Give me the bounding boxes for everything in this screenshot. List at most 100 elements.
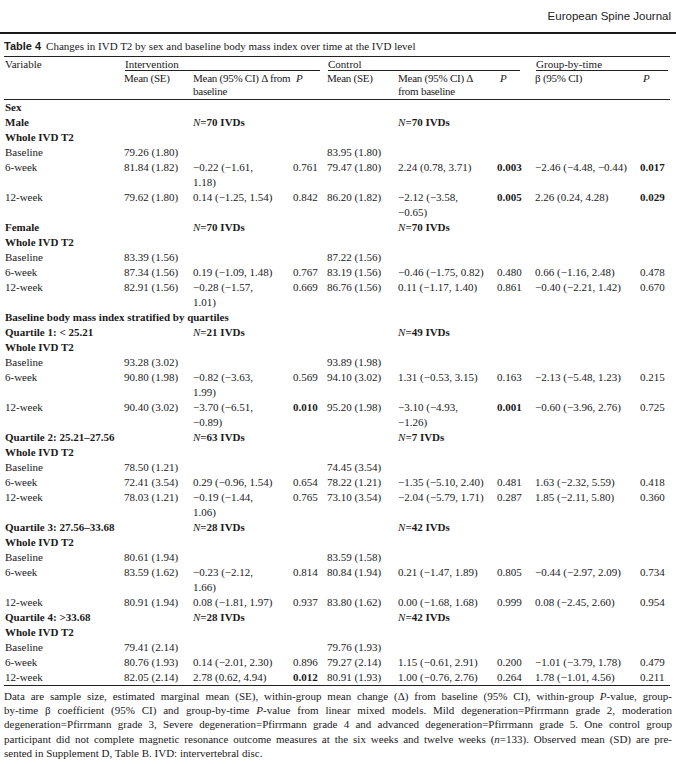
table-cell: 78.50 (1.21) <box>123 460 192 475</box>
journal-header: European Spine Journal <box>0 0 676 34</box>
table-cell: 0.001 <box>496 400 534 430</box>
table-cell <box>639 325 670 340</box>
data-row: 6-week83.59 (1.62)−0.23 (−2.12, 1.66)0.8… <box>4 565 670 595</box>
data-row: 6-week87.34 (1.56)0.19 (−1.09, 1.48)0.76… <box>4 265 670 280</box>
table-cell: −0.82 (−3.63, 1.99) <box>192 370 292 400</box>
table-cell <box>496 610 534 625</box>
table-cell: 0.14 (−2.01, 2.30) <box>192 655 292 670</box>
table-cell: 6-week <box>4 565 123 595</box>
table-cell: 0.11 (−1.17, 1.40) <box>397 280 496 310</box>
table-cell <box>534 640 639 655</box>
col-header-mean-se-ctrl: Mean (SE) <box>326 71 397 100</box>
table-cell <box>496 550 534 565</box>
table-cell: Whole IVD T2 <box>4 340 123 355</box>
table-cell: N=49 IVDs <box>397 325 496 340</box>
table-cell <box>639 550 670 565</box>
table-cell: 93.89 (1.98) <box>326 355 397 370</box>
table-cell: 0.725 <box>639 400 670 430</box>
table-cell: 0.029 <box>639 190 670 220</box>
table-cell <box>496 145 534 160</box>
table-cell: 0.954 <box>639 595 670 610</box>
table-cell: 0.734 <box>639 565 670 595</box>
footnote-line: participant did not complete magnetic re… <box>4 732 672 746</box>
table-cell: 0.670 <box>639 280 670 310</box>
table-cell <box>496 115 534 130</box>
col-header-delta-ctrl: Mean (95% CI) Δ from baseline <box>397 71 496 100</box>
table-cell: Whole IVD T2 <box>4 535 123 550</box>
table-cell <box>123 610 192 625</box>
table-cell: 1.31 (−0.53, 3.15) <box>397 370 496 400</box>
table-cell <box>534 325 639 340</box>
table-cell: 6-week <box>4 370 123 400</box>
table-cell: 0.00 (−1.68, 1.68) <box>397 595 496 610</box>
data-row: 12-week78.03 (1.21)−0.19 (−1.44, 1.06)0.… <box>4 490 670 520</box>
table-cell: 12-week <box>4 490 123 520</box>
data-row: 12-week79.62 (1.80)0.14 (−1.25, 1.54)0.8… <box>4 190 670 220</box>
table-cell <box>496 520 534 535</box>
results-table: Variable Intervention Control Group-by-t… <box>4 56 670 686</box>
table-cell <box>639 145 670 160</box>
table-cell: 90.40 (3.02) <box>123 400 192 430</box>
table-cell <box>534 220 639 235</box>
table-cell: Baseline <box>4 550 123 565</box>
table-cell: Baseline <box>4 460 123 475</box>
data-row: 6-week81.84 (1.82)−0.22 (−1.61, 1.18)0.7… <box>4 160 670 190</box>
data-row: 12-week82.91 (1.56)−0.28 (−1.57, 1.01)0.… <box>4 280 670 310</box>
table-cell: 81.84 (1.82) <box>123 160 192 190</box>
table-cell <box>397 460 496 475</box>
group-row: Quartile 1: < 25.21N=21 IVDsN=49 IVDs <box>4 325 670 340</box>
table-cell: 90.80 (1.98) <box>123 370 192 400</box>
table-cell <box>534 520 639 535</box>
table-cell <box>292 430 326 445</box>
table-cell <box>123 430 192 445</box>
table-cell: 6-week <box>4 475 123 490</box>
table-cell <box>496 250 534 265</box>
section-row: Whole IVD T2 <box>4 340 670 355</box>
table-cell: 12-week <box>4 595 123 610</box>
data-row: 12-week82.05 (2.14)2.78 (0.62, 4.94)0.01… <box>4 670 670 686</box>
content: Table 4Changes in IVD T2 by sex and base… <box>4 40 672 760</box>
table-cell <box>397 550 496 565</box>
table-cell: 0.21 (−1.47, 1.89) <box>397 565 496 595</box>
table-cell: 2.78 (0.62, 4.94) <box>192 670 292 686</box>
table-cell: 0.003 <box>496 160 534 190</box>
table-cell: 0.767 <box>292 265 326 280</box>
table-cell: 83.39 (1.56) <box>123 250 192 265</box>
table-caption-text: Changes in IVD T2 by sex and baseline bo… <box>46 40 415 52</box>
table-cell <box>397 250 496 265</box>
table-cell: 12-week <box>4 670 123 686</box>
table-cell: 0.765 <box>292 490 326 520</box>
table-cell <box>292 325 326 340</box>
table-cell: 0.814 <box>292 565 326 595</box>
footnote-line: by-time β coefficient (95% CI) and group… <box>4 703 672 717</box>
group-row: Quartile 2: 25.21–27.56N=63 IVDsN=7 IVDs <box>4 430 670 445</box>
table-cell: 1.15 (−0.61, 2.91) <box>397 655 496 670</box>
table-caption: Table 4Changes in IVD T2 by sex and base… <box>4 40 672 53</box>
table-cell: Whole IVD T2 <box>4 235 123 250</box>
table-cell <box>292 250 326 265</box>
footnote-line: Data are sample size, estimated marginal… <box>4 689 672 703</box>
table-cell: 86.76 (1.56) <box>326 280 397 310</box>
col-header-p-gbt: P <box>639 71 670 100</box>
table-cell: 87.22 (1.56) <box>326 250 397 265</box>
table-cell: Baseline <box>4 355 123 370</box>
table-cell: −1.01 (−3.79, 1.78) <box>534 655 639 670</box>
table-cell <box>292 550 326 565</box>
table-cell: 0.360 <box>639 490 670 520</box>
data-row: Baseline79.26 (1.80)83.95 (1.80) <box>4 145 670 160</box>
table-cell: 12-week <box>4 280 123 310</box>
table-cell <box>192 460 292 475</box>
table-cell: −0.46 (−1.75, 0.82) <box>397 265 496 280</box>
table-cell: 0.264 <box>496 670 534 686</box>
col-header-mean-se-int: Mean (SE) <box>123 71 192 100</box>
table-cell: 0.805 <box>496 565 534 595</box>
table-cell: 0.14 (−1.25, 1.54) <box>192 190 292 220</box>
table-cell <box>326 115 397 130</box>
table-cell <box>534 145 639 160</box>
table-cell: Female <box>4 220 123 235</box>
table-cell: 0.761 <box>292 160 326 190</box>
table-cell: 0.287 <box>496 490 534 520</box>
table-cell: 12-week <box>4 400 123 430</box>
table-cell: 80.91 (1.94) <box>123 595 192 610</box>
table-cell <box>639 610 670 625</box>
